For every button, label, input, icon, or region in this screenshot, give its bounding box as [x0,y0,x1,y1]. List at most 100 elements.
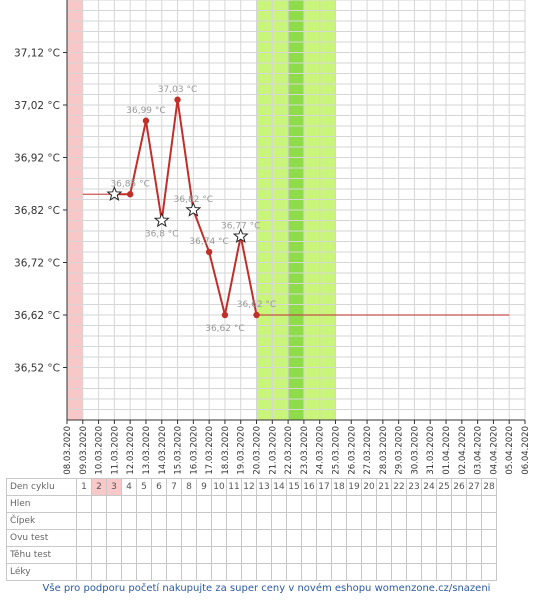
table-cell[interactable] [241,529,257,547]
table-cell[interactable] [286,529,302,547]
table-cell[interactable] [256,495,272,513]
table-cell[interactable] [481,546,497,564]
table-cell[interactable] [196,495,212,513]
table-cell[interactable] [406,512,422,530]
table-cell[interactable] [466,563,482,581]
table-cell[interactable] [121,529,137,547]
table-cell[interactable] [301,512,317,530]
table-cell[interactable] [316,495,332,513]
table-cell[interactable] [226,495,242,513]
table-cell[interactable] [346,529,362,547]
table-cell[interactable] [376,529,392,547]
table-cell[interactable] [271,529,287,547]
table-cell[interactable] [451,563,467,581]
table-cell[interactable] [136,495,152,513]
table-cell[interactable] [76,512,92,530]
table-cell[interactable] [376,495,392,513]
table-cell[interactable] [421,563,437,581]
table-cell[interactable] [271,512,287,530]
table-cell[interactable] [241,512,257,530]
table-cell[interactable] [346,512,362,530]
table-cell[interactable] [91,546,107,564]
table-cell[interactable] [76,563,92,581]
table-cell[interactable] [91,512,107,530]
table-cell[interactable] [316,512,332,530]
table-cell[interactable] [256,546,272,564]
table-cell[interactable] [286,512,302,530]
table-cell[interactable] [166,529,182,547]
table-cell[interactable] [211,563,227,581]
table-cell[interactable] [181,563,197,581]
table-cell[interactable] [436,495,452,513]
table-cell[interactable] [361,563,377,581]
table-cell[interactable] [286,546,302,564]
table-cell[interactable] [256,563,272,581]
table-cell[interactable] [361,529,377,547]
table-cell[interactable] [301,529,317,547]
table-cell[interactable] [346,546,362,564]
table-cell[interactable] [256,529,272,547]
table-cell[interactable] [466,495,482,513]
table-cell[interactable] [121,546,137,564]
table-cell[interactable] [301,563,317,581]
table-cell[interactable] [166,512,182,530]
table-cell[interactable] [211,495,227,513]
table-cell[interactable] [391,529,407,547]
table-cell[interactable] [211,546,227,564]
table-cell[interactable] [91,529,107,547]
table-cell[interactable] [121,512,137,530]
table-cell[interactable] [226,563,242,581]
table-cell[interactable] [121,495,137,513]
table-cell[interactable] [436,512,452,530]
table-cell[interactable] [421,529,437,547]
table-cell[interactable] [331,563,347,581]
table-cell[interactable] [166,495,182,513]
table-cell[interactable] [106,529,122,547]
table-cell[interactable] [181,495,197,513]
table-cell[interactable] [316,546,332,564]
table-cell[interactable] [181,529,197,547]
table-cell[interactable] [181,512,197,530]
table-cell[interactable] [406,546,422,564]
table-cell[interactable] [451,529,467,547]
table-cell[interactable] [241,563,257,581]
table-cell[interactable] [406,529,422,547]
table-cell[interactable] [436,563,452,581]
table-cell[interactable] [151,563,167,581]
table-cell[interactable] [316,563,332,581]
table-cell[interactable] [196,512,212,530]
table-cell[interactable] [331,529,347,547]
table-cell[interactable] [346,495,362,513]
table-cell[interactable] [451,512,467,530]
table-cell[interactable] [331,495,347,513]
table-cell[interactable] [91,495,107,513]
table-cell[interactable] [241,546,257,564]
table-cell[interactable] [181,546,197,564]
table-cell[interactable] [151,529,167,547]
table-cell[interactable] [106,495,122,513]
table-cell[interactable] [466,512,482,530]
table-cell[interactable] [466,546,482,564]
table-cell[interactable] [106,512,122,530]
table-cell[interactable] [196,529,212,547]
table-cell[interactable] [166,563,182,581]
table-cell[interactable] [301,546,317,564]
table-cell[interactable] [76,495,92,513]
table-cell[interactable] [361,495,377,513]
table-cell[interactable] [391,495,407,513]
table-cell[interactable] [436,529,452,547]
table-cell[interactable] [271,546,287,564]
table-cell[interactable] [151,546,167,564]
table-cell[interactable] [196,563,212,581]
table-cell[interactable] [391,563,407,581]
table-cell[interactable] [376,512,392,530]
table-cell[interactable] [106,563,122,581]
table-cell[interactable] [151,495,167,513]
table-cell[interactable] [286,563,302,581]
table-cell[interactable] [376,563,392,581]
table-cell[interactable] [361,512,377,530]
table-cell[interactable] [136,546,152,564]
table-cell[interactable] [91,563,107,581]
table-cell[interactable] [361,546,377,564]
table-cell[interactable] [406,563,422,581]
